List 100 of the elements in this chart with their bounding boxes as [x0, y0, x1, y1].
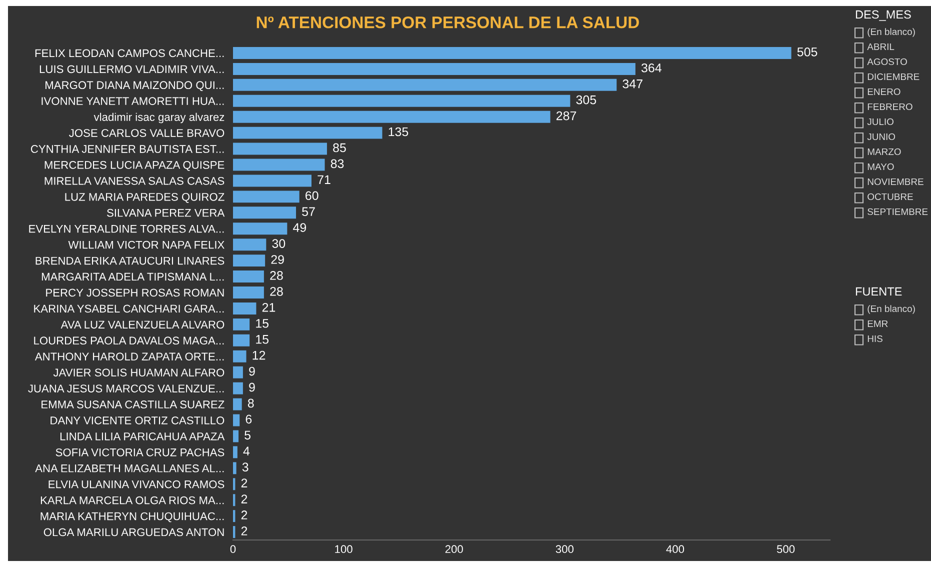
bar: [233, 94, 570, 107]
bar: [233, 190, 300, 203]
text: DES_MES: [856, 10, 911, 21]
y-tick-label: ANA ELIZABETH MAGALLANES AL...: [35, 464, 224, 472]
y-tick-label: vladimir isac garay alvarez: [94, 112, 224, 124]
y-tick-label: MERCEDES LUCIA APAZA QUISPE: [44, 161, 224, 171]
bar: [233, 46, 792, 59]
data-label: 2: [241, 494, 248, 504]
bar: [233, 206, 296, 219]
data-label: 60: [306, 191, 318, 200]
bar: [233, 174, 312, 187]
bar: [233, 366, 243, 378]
text: MARZO: [868, 148, 901, 156]
bar: [233, 78, 617, 91]
data-label: 2: [241, 478, 248, 488]
data-label: 28: [270, 271, 283, 280]
x-tick-label: 0: [230, 545, 236, 554]
bar: [233, 126, 382, 139]
bar: [233, 238, 266, 251]
text: SEPTIEMBRE: [868, 208, 928, 216]
text: ENERO: [868, 88, 900, 96]
bar: [233, 302, 256, 314]
data-label: 4: [243, 446, 250, 456]
chart-title: Nº ATENCIONES POR PERSONAL DE LA SALUD: [256, 16, 639, 28]
text: HIS: [868, 335, 882, 342]
data-label: 30: [272, 239, 286, 248]
x-tick-label: 200: [445, 545, 463, 554]
y-tick-label: JOSE CARLOS VALLE BRAVO: [69, 129, 224, 137]
data-label: 347: [622, 79, 642, 88]
text: (En blanco): [868, 305, 915, 314]
bar: [233, 270, 264, 283]
text: JUNIO: [867, 133, 896, 140]
data-label: 9: [249, 382, 255, 392]
y-tick-label: SILVANA PEREZ VERA: [107, 208, 225, 217]
y-tick-label: MARIA KATHERYN CHUQUIHUAC...: [40, 512, 224, 522]
data-label: 6: [246, 414, 252, 424]
x-tick-label: 500: [776, 545, 795, 554]
data-label: 305: [576, 95, 596, 104]
y-tick-label: LINDA LILIA PARICAHUA APAZA: [60, 432, 225, 440]
y-tick-label: SOFIA VICTORIA CRUZ PACHAS: [56, 448, 224, 456]
data-label: 287: [556, 111, 576, 120]
bar: [233, 158, 325, 171]
bar: [233, 62, 636, 75]
bar: [233, 334, 250, 346]
bar: [233, 286, 264, 298]
data-label: 15: [256, 319, 269, 328]
y-tick-label: LUZ MARIA PAREDES QUIROZ: [65, 192, 224, 203]
y-tick-label: DANY VICENTE ORTIZ CASTILLO: [50, 416, 224, 424]
y-tick-label: KARLA MARCELA OLGA RIOS MA...: [40, 496, 224, 504]
y-tick-label: MARGOT DIANA MAIZONDO QUI...: [46, 81, 224, 92]
y-tick-label: OLGA MARILU ARGUEDAS ANTON: [44, 528, 224, 536]
data-label: 5: [244, 430, 251, 440]
bar: [233, 318, 250, 330]
text: FUENTE: [856, 287, 902, 296]
bar: [233, 110, 550, 123]
y-tick-label: IVONNE YANETT AMORETTI HUA...: [42, 97, 224, 106]
text: AGOSTO: [867, 58, 907, 66]
bar: [233, 142, 327, 155]
y-tick-label: CYNTHIA JENNIFER BAUTISTA EST...: [30, 145, 224, 153]
y-tick-label: JUANA JESUS MARCOS VALENZUE...: [28, 384, 224, 392]
data-label: 71: [318, 175, 330, 184]
y-tick-label: FELIX LEODAN CAMPOS CANCHE...: [35, 49, 224, 58]
data-label: 49: [293, 223, 306, 232]
y-tick-label: WILLIAM VICTOR NAPA FELIX: [68, 240, 224, 249]
text: ABRIL: [867, 43, 894, 50]
data-label: 85: [333, 143, 346, 152]
bar: [233, 446, 238, 458]
data-label: 2: [241, 526, 248, 536]
x-tick-label: 300: [556, 545, 574, 554]
data-label: 12: [252, 350, 266, 360]
data-label: 135: [388, 127, 408, 136]
y-tick-label: ELVIA ULANINA VIVANCO RAMOS: [48, 480, 224, 488]
text: MAYO: [868, 163, 894, 170]
bar: [233, 222, 288, 235]
data-label: 9: [249, 366, 255, 376]
y-tick-label: LUIS GUILLERMO VLADIMIR VIVA...: [40, 65, 224, 74]
bar: [233, 398, 242, 410]
y-tick-label: AVA LUZ VALENZUELA ALVARO: [60, 320, 224, 329]
y-tick-label: BRENDA ERIKA ATAUCURI LINARES: [36, 256, 224, 265]
bar: [233, 254, 266, 267]
text: OCTUBRE: [868, 193, 913, 200]
y-tick-label: LOURDES PAOLA DAVALOS MAGA...: [34, 336, 224, 345]
text: DICIEMBRE: [868, 73, 920, 80]
data-label: 83: [330, 159, 344, 168]
text: NOVIEMBRE: [868, 178, 924, 186]
x-tick-label: 100: [335, 545, 352, 554]
y-tick-label: MIRELLA VANESSA SALAS CASAS: [44, 176, 224, 185]
data-label: 28: [270, 287, 283, 296]
x-tick-label: 400: [666, 545, 684, 554]
y-tick-label: MARGARITA ADELA TIPISMANA L...: [42, 272, 224, 281]
y-tick-label: JAVIER SOLIS HUAMAN ALFARO: [53, 368, 224, 376]
y-tick-label: KARINA YSABEL CANCHARI GARA...: [34, 304, 224, 313]
y-tick-label: ANTHONY HAROLD ZAPATA ORTE...: [34, 352, 224, 361]
bar: [233, 382, 243, 394]
y-tick-label: EVELYN YERALDINE TORRES ALVA...: [29, 224, 224, 233]
data-label: 505: [797, 47, 818, 56]
data-label: 8: [248, 398, 254, 408]
text: (En blanco): [868, 28, 915, 37]
data-label: 57: [302, 207, 315, 216]
data-label: 364: [641, 63, 662, 72]
